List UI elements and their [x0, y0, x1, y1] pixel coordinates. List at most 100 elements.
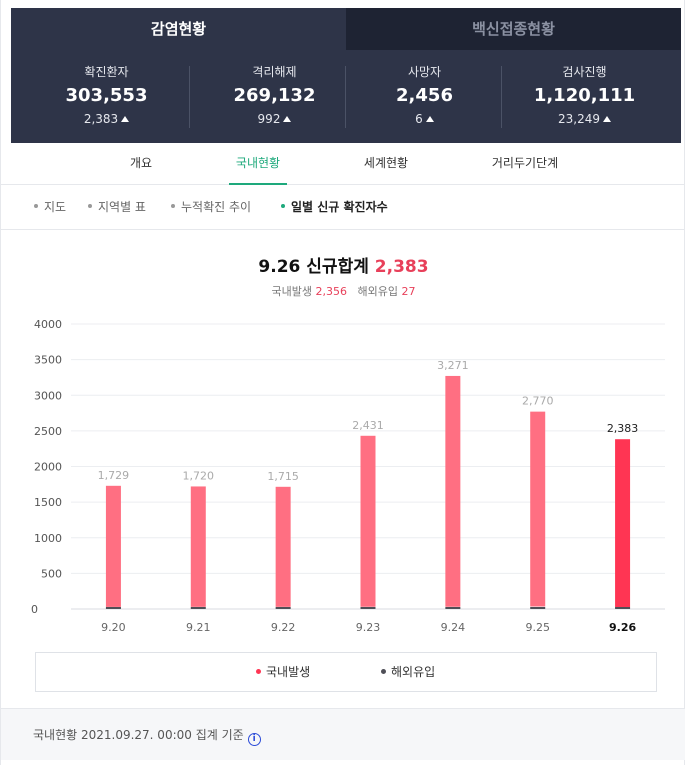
bar-overseas — [615, 607, 631, 609]
filter-cumulative[interactable]: 누적확진 추이 — [171, 186, 251, 230]
bar-domestic — [275, 486, 291, 607]
chart-filters: 지도 지역별 표 누적확진 추이 일별 신규 확진자수 — [1, 186, 685, 230]
x-tick-label: 9.20 — [101, 621, 126, 634]
tab-vaccination-status[interactable]: 백신접종현황 — [346, 8, 681, 50]
y-tick-label: 3500 — [34, 354, 62, 367]
subnav-domestic-label: 국내현황 — [235, 156, 281, 170]
y-tick-label: 3000 — [34, 389, 62, 402]
stat-value: 269,132 — [233, 85, 316, 106]
y-tick-label: 2500 — [34, 425, 62, 438]
bar-domestic — [190, 486, 206, 607]
legend-dot-icon — [381, 669, 386, 674]
stat-change-value: 2,383 — [83, 112, 119, 126]
subtitle-overseas-label: 해외유입 — [357, 285, 398, 298]
status-header: 감염현황 백신접종현황 확진환자 303,553 2,383 격리해제 269,… — [11, 8, 681, 143]
stat-change-value: 23,249 — [558, 112, 600, 126]
subnav-distancing[interactable]: 거리두기단계 — [491, 156, 559, 170]
stat-change: 992 — [191, 111, 358, 127]
chart-title-label: 신규합계 — [306, 257, 369, 277]
stats-row: 확진환자 303,553 2,383 격리해제 269,132 992 사망자 … — [11, 58, 681, 138]
x-tick-label: 9.26 — [609, 621, 636, 634]
bar-domestic — [530, 411, 546, 607]
info-icon[interactable]: i — [247, 733, 261, 746]
legend-dot-icon — [256, 669, 261, 674]
legend-domestic[interactable]: 국내발생 — [256, 653, 310, 691]
bullet-icon — [171, 204, 175, 208]
filter-label: 누적확진 추이 — [181, 200, 252, 214]
stat-change-value: 6 — [415, 112, 423, 126]
daily-cases-chart: 0 500 1000 1500 2000 2500 3000 3500 4000 1,729 9.2… — [31, 318, 665, 634]
tab-infection-status[interactable]: 감염현황 — [11, 8, 346, 50]
bar-overseas — [190, 607, 206, 609]
stat-change: 2,383 — [23, 111, 190, 127]
subnav-overview[interactable]: 개요 — [129, 156, 153, 170]
y-tick-label: 4000 — [34, 318, 62, 331]
footer-text: 국내현황 2021.09.27. 00:00 집계 기준 — [33, 728, 244, 742]
filter-label: 지도 — [44, 200, 67, 214]
bar-total-label: 3,271 — [437, 359, 469, 372]
y-tick-label: 2000 — [34, 461, 62, 474]
subtitle-domestic-label: 국내발생 — [271, 285, 312, 298]
filter-label: 일별 신규 확진자수 — [291, 200, 388, 214]
stat-change-value: 992 — [257, 112, 281, 126]
bar-domestic — [615, 439, 631, 608]
sub-navigation: 개요 국내현황 세계현황 거리두기단계 — [1, 143, 685, 185]
x-tick-label: 9.24 — [441, 621, 466, 634]
footer-note: 국내현황 2021.09.27. 00:00 집계 기준 i — [33, 709, 261, 761]
divider — [501, 66, 502, 128]
stat-value: 1,120,111 — [533, 85, 636, 106]
divider — [189, 66, 190, 128]
x-tick-label: 9.23 — [356, 621, 381, 634]
stat-value: 2,456 — [396, 85, 453, 106]
stat-released: 격리해제 269,132 992 — [191, 58, 358, 138]
chart-subtitle: 국내발생 2,356 해외유입 27 — [1, 283, 685, 299]
stat-label: 사망자 — [407, 65, 442, 79]
filter-map[interactable]: 지도 — [34, 186, 66, 230]
stat-value: 303,553 — [65, 85, 148, 106]
filter-daily-new[interactable]: 일별 신규 확진자수 — [281, 186, 388, 230]
stat-confirmed: 확진환자 303,553 2,383 — [23, 58, 190, 138]
bar-total-label: 1,715 — [267, 470, 299, 483]
stat-label: 격리해제 — [252, 65, 297, 79]
bar-overseas — [360, 607, 376, 609]
divider — [345, 66, 346, 128]
chart-title-date: 9.26 — [258, 257, 301, 277]
stat-label: 확진환자 — [84, 65, 129, 79]
bar-overseas — [530, 607, 546, 609]
x-tick-label: 9.25 — [525, 621, 550, 634]
x-tick-label: 9.21 — [186, 621, 211, 634]
bar-domestic — [360, 435, 376, 607]
stat-label: 검사진행 — [562, 65, 607, 79]
legend-label: 해외유입 — [391, 665, 436, 679]
triangle-up-icon — [283, 116, 292, 122]
bullet-icon — [34, 204, 38, 208]
header-tabs: 감염현황 백신접종현황 — [11, 8, 681, 50]
chart-title-total: 2,383 — [374, 257, 429, 277]
bullet-icon — [281, 204, 285, 208]
bullet-icon — [88, 204, 92, 208]
subnav-domestic[interactable]: 국내현황 — [229, 143, 287, 185]
subnav-world[interactable]: 세계현황 — [363, 156, 409, 170]
subtitle-overseas-value: 27 — [401, 285, 416, 298]
bar-total-label: 2,770 — [522, 395, 554, 408]
stat-change: 23,249 — [501, 111, 668, 127]
y-tick-label: 0 — [31, 603, 38, 616]
legend-overseas[interactable]: 해외유입 — [381, 653, 435, 691]
filter-region-table[interactable]: 지역별 표 — [88, 186, 146, 230]
chart-title: 9.26 신규합계 2,383 — [1, 252, 685, 277]
stat-change: 6 — [341, 111, 508, 127]
bar-overseas — [275, 607, 291, 609]
bar-domestic — [105, 485, 121, 607]
chart-legend: 국내발생 해외유입 — [35, 652, 657, 692]
triangle-up-icon — [121, 116, 130, 122]
y-tick-label: 1500 — [34, 496, 62, 509]
bar-total-label: 1,720 — [183, 469, 215, 482]
stat-deaths: 사망자 2,456 6 — [341, 58, 508, 138]
triangle-up-icon — [425, 116, 434, 122]
y-tick-label: 1000 — [34, 532, 62, 545]
bar-total-label: 1,729 — [98, 469, 130, 482]
filter-label: 지역별 표 — [98, 200, 146, 214]
triangle-up-icon — [603, 116, 611, 122]
bar-overseas — [445, 607, 461, 609]
